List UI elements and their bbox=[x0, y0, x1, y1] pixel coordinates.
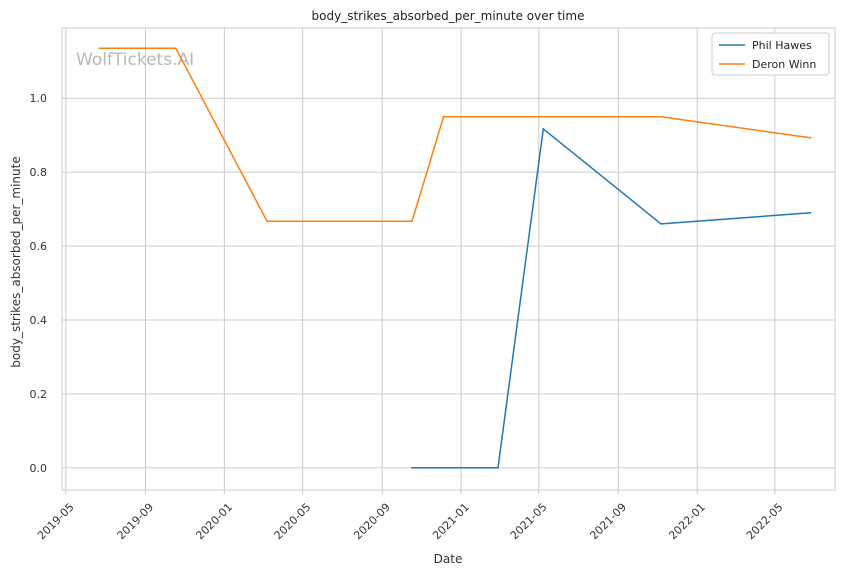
data-point-deron-winn bbox=[98, 47, 101, 50]
data-point-deron-winn bbox=[442, 115, 445, 118]
legend: Phil Hawes Deron Winn bbox=[711, 32, 830, 76]
data-point-deron-winn bbox=[411, 220, 413, 223]
data-point-deron-winn bbox=[266, 220, 268, 223]
x-axis-title: Date bbox=[434, 552, 463, 566]
legend-label-phil-hawes: Phil Hawes bbox=[752, 39, 812, 52]
data-point-deron-winn bbox=[809, 136, 812, 139]
y-tick-label: 0.0 bbox=[30, 462, 48, 475]
chart-title: body_strikes_absorbed_per_minute over ti… bbox=[312, 9, 585, 23]
data-point-phil-hawes bbox=[497, 466, 499, 469]
data-point-deron-winn bbox=[174, 47, 177, 50]
data-point-phil-hawes bbox=[542, 127, 545, 130]
data-point-phil-hawes bbox=[660, 223, 662, 225]
data-point-deron-winn bbox=[660, 115, 662, 118]
legend-label-deron-winn: Deron Winn bbox=[752, 58, 816, 71]
data-point-phil-hawes bbox=[809, 211, 812, 214]
y-tick-label: 0.6 bbox=[30, 240, 48, 253]
y-tick-label: 0.2 bbox=[30, 388, 48, 401]
y-tick-label: 1.0 bbox=[30, 92, 48, 105]
data-point-phil-hawes bbox=[411, 466, 413, 469]
watermark-text: WolfTickets.AI bbox=[76, 50, 194, 70]
plot-area-frame bbox=[61, 27, 836, 491]
series-lines bbox=[98, 47, 812, 469]
y-tick-label: 0.4 bbox=[30, 314, 48, 327]
y-axis-tick-labels: 0.0 0.2 0.4 0.6 0.8 1.0 bbox=[30, 92, 48, 475]
y-tick-label: 0.8 bbox=[30, 166, 48, 179]
grid-lines bbox=[62, 28, 835, 490]
y-axis-title: body_strikes_absorbed_per_minute bbox=[9, 156, 23, 367]
